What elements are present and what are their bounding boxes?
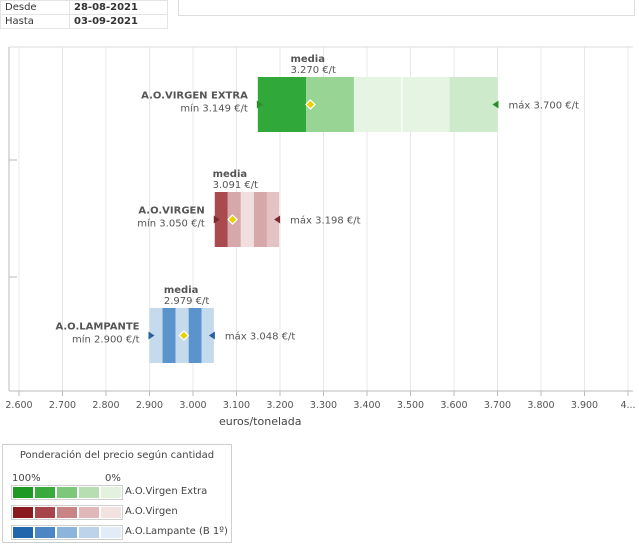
min-marker bbox=[256, 100, 263, 109]
x-tick-label: 2.700 bbox=[49, 400, 76, 411]
x-tick-label: 3.700 bbox=[484, 400, 511, 411]
media-title: media bbox=[164, 285, 199, 296]
hasta-label: Hasta bbox=[0, 14, 70, 29]
min-marker bbox=[213, 215, 220, 224]
legend-swatch-row bbox=[11, 525, 123, 540]
price-range-chart: 2.600 2.700 2.800 2.900 3.000 3.100 3.200 3.300… bbox=[5, 46, 636, 428]
x-tick-label: 2.600 bbox=[5, 400, 32, 411]
max-marker bbox=[274, 215, 281, 224]
x-tick-label: 3.400 bbox=[353, 400, 380, 411]
x-tick-label: 3.300 bbox=[310, 400, 337, 411]
legend-label: A.O.Virgen Extra bbox=[125, 486, 208, 497]
x-tick-label: 3.100 bbox=[223, 400, 250, 411]
max-label: máx 3.700 €/t bbox=[509, 100, 580, 112]
series-name-label: A.O.VIRGEN bbox=[138, 206, 204, 217]
x-axis-title: euros/tonelada bbox=[219, 415, 302, 428]
x-tick-label: 2.800 bbox=[92, 400, 119, 411]
max-label: máx 3.048 €/t bbox=[225, 331, 296, 343]
bar-segment bbox=[201, 308, 214, 363]
max-marker bbox=[492, 100, 499, 109]
legend-swatch bbox=[13, 487, 33, 498]
bar-segment bbox=[162, 308, 176, 363]
top-panel bbox=[178, 0, 635, 16]
x-tick-label: 3.600 bbox=[440, 400, 467, 411]
legend-swatch bbox=[13, 507, 33, 518]
bar-segment bbox=[266, 192, 280, 247]
bar-segment bbox=[449, 77, 498, 132]
series-name-label: A.O.VIRGEN EXTRA bbox=[141, 91, 248, 102]
legend-swatch-group bbox=[11, 525, 123, 540]
legend-pct-high: 100% bbox=[12, 473, 41, 484]
legend-swatch bbox=[79, 487, 99, 498]
x-tick-label: 3.800 bbox=[527, 400, 554, 411]
legend-swatch bbox=[101, 527, 121, 538]
x-tick-label: 3.000 bbox=[179, 400, 206, 411]
media-value: 3.091 €/t bbox=[213, 180, 259, 191]
bar-segment bbox=[240, 192, 254, 247]
bar-segment bbox=[188, 308, 202, 363]
max-label: máx 3.198 €/t bbox=[290, 215, 361, 227]
media-marker bbox=[227, 214, 238, 225]
x-tick-label: 3.200 bbox=[266, 400, 293, 411]
bar-segment bbox=[214, 192, 228, 247]
x-tick-label: 3.900 bbox=[571, 400, 598, 411]
legend-swatch bbox=[13, 527, 33, 538]
legend-swatch bbox=[35, 527, 55, 538]
legend-label: A.O.Lampante (B 1º) bbox=[125, 526, 228, 537]
legend-box: Ponderación del precio según cantidad 10… bbox=[2, 444, 232, 543]
media-title: media bbox=[290, 54, 325, 65]
legend-label: A.O.Virgen bbox=[125, 506, 178, 517]
date-range-table: Desde 28-08-2021 Hasta 03-09-2021 bbox=[0, 0, 168, 29]
min-label: mín 2.900 €/t bbox=[72, 334, 140, 346]
legend-swatch-row bbox=[11, 505, 123, 520]
legend-swatch-group bbox=[11, 485, 123, 500]
legend-swatch bbox=[57, 507, 77, 518]
legend-title: Ponderación del precio según cantidad bbox=[19, 450, 215, 461]
media-value: 3.270 €/t bbox=[290, 65, 336, 76]
media-value: 2.979 €/t bbox=[164, 296, 210, 307]
x-tick-label: 4... bbox=[620, 400, 635, 411]
legend-swatch bbox=[35, 507, 55, 518]
hasta-value: 03-09-2021 bbox=[69, 14, 168, 29]
min-marker bbox=[148, 331, 155, 340]
legend-swatch-group bbox=[11, 505, 123, 520]
legend-swatch bbox=[79, 527, 99, 538]
legend-swatch-row bbox=[11, 485, 123, 500]
max-marker bbox=[208, 331, 215, 340]
media-marker bbox=[178, 330, 190, 341]
bar-segment bbox=[253, 192, 267, 247]
x-tick-label: 2.900 bbox=[136, 400, 163, 411]
legend-pct-low: 0% bbox=[105, 473, 121, 484]
x-tick-label: 3.500 bbox=[397, 400, 424, 411]
desde-label: Desde bbox=[0, 0, 70, 15]
bar-segment bbox=[149, 308, 163, 363]
min-label: mín 3.050 €/t bbox=[137, 218, 205, 230]
bar-segment bbox=[257, 77, 307, 132]
series-name-label: A.O.LAMPANTE bbox=[55, 322, 139, 333]
min-label: mín 3.149 €/t bbox=[180, 103, 248, 115]
legend-swatch bbox=[79, 507, 99, 518]
media-marker bbox=[305, 99, 316, 110]
desde-value: 28-08-2021 bbox=[69, 0, 168, 15]
legend-swatch bbox=[101, 487, 121, 498]
legend-swatch bbox=[101, 507, 121, 518]
legend-swatch bbox=[35, 487, 55, 498]
media-title: media bbox=[213, 169, 248, 180]
legend-swatch bbox=[57, 487, 77, 498]
legend-swatch bbox=[57, 527, 77, 538]
